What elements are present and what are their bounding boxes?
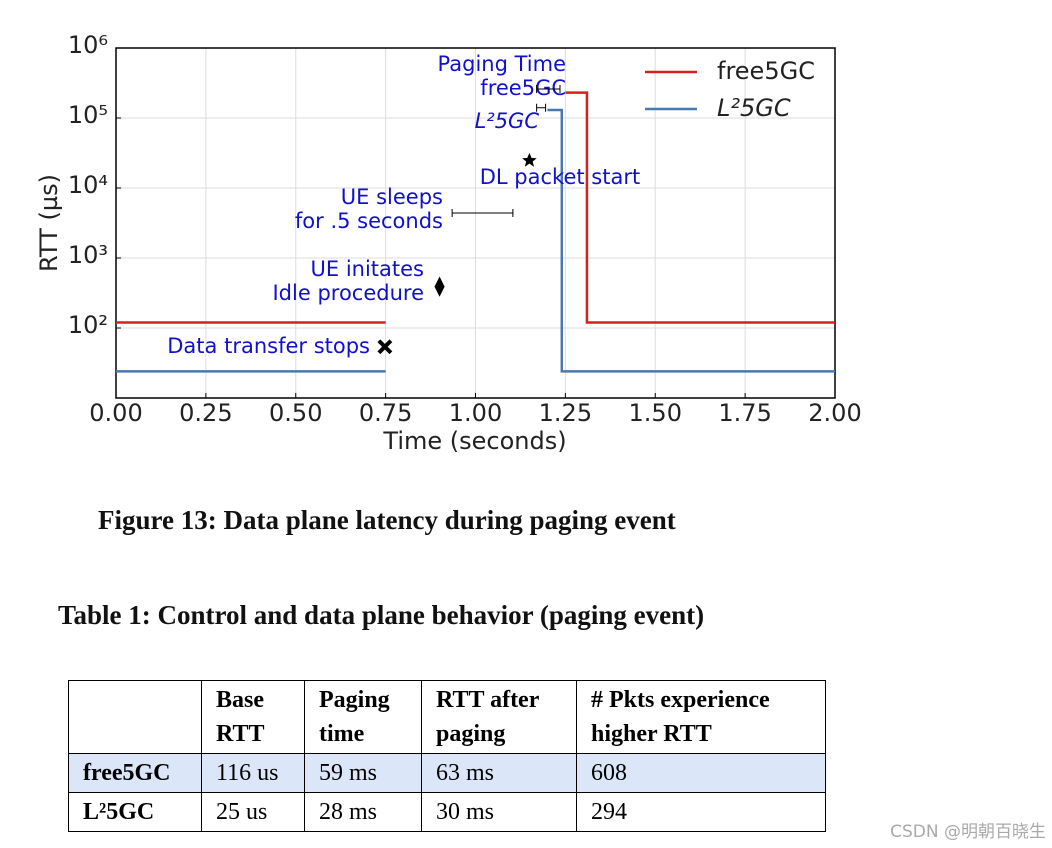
annotation-text: UE sleeps <box>341 185 443 209</box>
header-cell: # Pkts experience higher RTT <box>576 680 826 754</box>
legend-label: L²5GC <box>717 94 791 122</box>
cell: 294 <box>576 792 826 832</box>
annotation-text: free5GC <box>480 76 566 100</box>
cell: 28 ms <box>304 792 422 832</box>
cell: 30 ms <box>421 792 577 832</box>
x-tick-label: 0.75 <box>359 399 412 427</box>
x-tick-label: 0.25 <box>179 399 232 427</box>
annotation-marker <box>377 339 393 355</box>
annotation-text: Idle procedure <box>272 281 424 305</box>
annotation-errorbar <box>536 103 547 112</box>
cell: 59 ms <box>304 753 422 793</box>
cell: L²5GC <box>68 792 202 832</box>
x-tick-label: 2.00 <box>808 399 861 427</box>
chart: Time (seconds) RTT (µs) 0.00 0.25 0.50 0.75… <box>35 31 862 455</box>
y-tick-label: 10⁵ <box>68 101 108 129</box>
annotation-text: Data transfer stops <box>167 334 370 358</box>
row: L²5GC 25 us 28 ms 30 ms 294 <box>68 792 826 832</box>
cell: 608 <box>576 753 826 793</box>
cell: 116 us <box>201 753 305 793</box>
header-cell: Paging time <box>304 680 422 754</box>
annotation-text: DL packet start <box>480 165 640 189</box>
x-tick-label: 1.00 <box>449 399 502 427</box>
x-tick-label: 1.50 <box>629 399 682 427</box>
series-line <box>116 108 835 373</box>
y-tick-label: 10³ <box>68 241 108 269</box>
legend-label: free5GC <box>717 57 815 85</box>
figure-caption: Figure 13: Data plane latency during pag… <box>98 505 676 535</box>
cell: 63 ms <box>421 753 577 793</box>
x-tick-label: 1.25 <box>539 399 592 427</box>
y-axis-label: RTT (µs) <box>35 174 63 272</box>
cell: free5GC <box>68 753 202 793</box>
annotation-text: for .5 seconds <box>295 209 443 233</box>
y-tick-label: 10⁴ <box>68 171 108 199</box>
header-row: Base RTT Paging time RTT after paging # … <box>68 680 826 754</box>
x-tick-label: 1.75 <box>718 399 771 427</box>
x-axis-label: Time (seconds) <box>382 427 566 455</box>
cell: 25 us <box>201 792 305 832</box>
table: Base RTT Paging time RTT after paging # … <box>68 680 826 832</box>
annotation-text: UE initates <box>311 257 425 281</box>
row: free5GC 116 us 59 ms 63 ms 608 <box>68 753 826 793</box>
series-line <box>116 91 835 324</box>
annotation-marker <box>434 276 445 297</box>
annotation-marker <box>522 152 537 167</box>
x-tick-label: 0.00 <box>89 399 142 427</box>
annotation-errorbar <box>536 84 561 93</box>
y-tick-label: 10² <box>68 311 108 339</box>
x-tick-label: 0.50 <box>269 399 322 427</box>
annotation-text: L²5GC <box>475 109 540 133</box>
header-cell: RTT after paging <box>421 680 577 754</box>
watermark: CSDN @明朝百晓生 <box>890 822 1046 842</box>
plot-frame <box>115 47 836 399</box>
header-cell <box>68 680 202 754</box>
annotation-errorbar <box>451 208 514 217</box>
header-cell: Base RTT <box>201 680 305 754</box>
table-title: Table 1: Control and data plane behavior… <box>58 600 705 630</box>
annotation-text: Paging Time <box>438 52 566 76</box>
y-tick-label: 10⁶ <box>68 31 108 59</box>
